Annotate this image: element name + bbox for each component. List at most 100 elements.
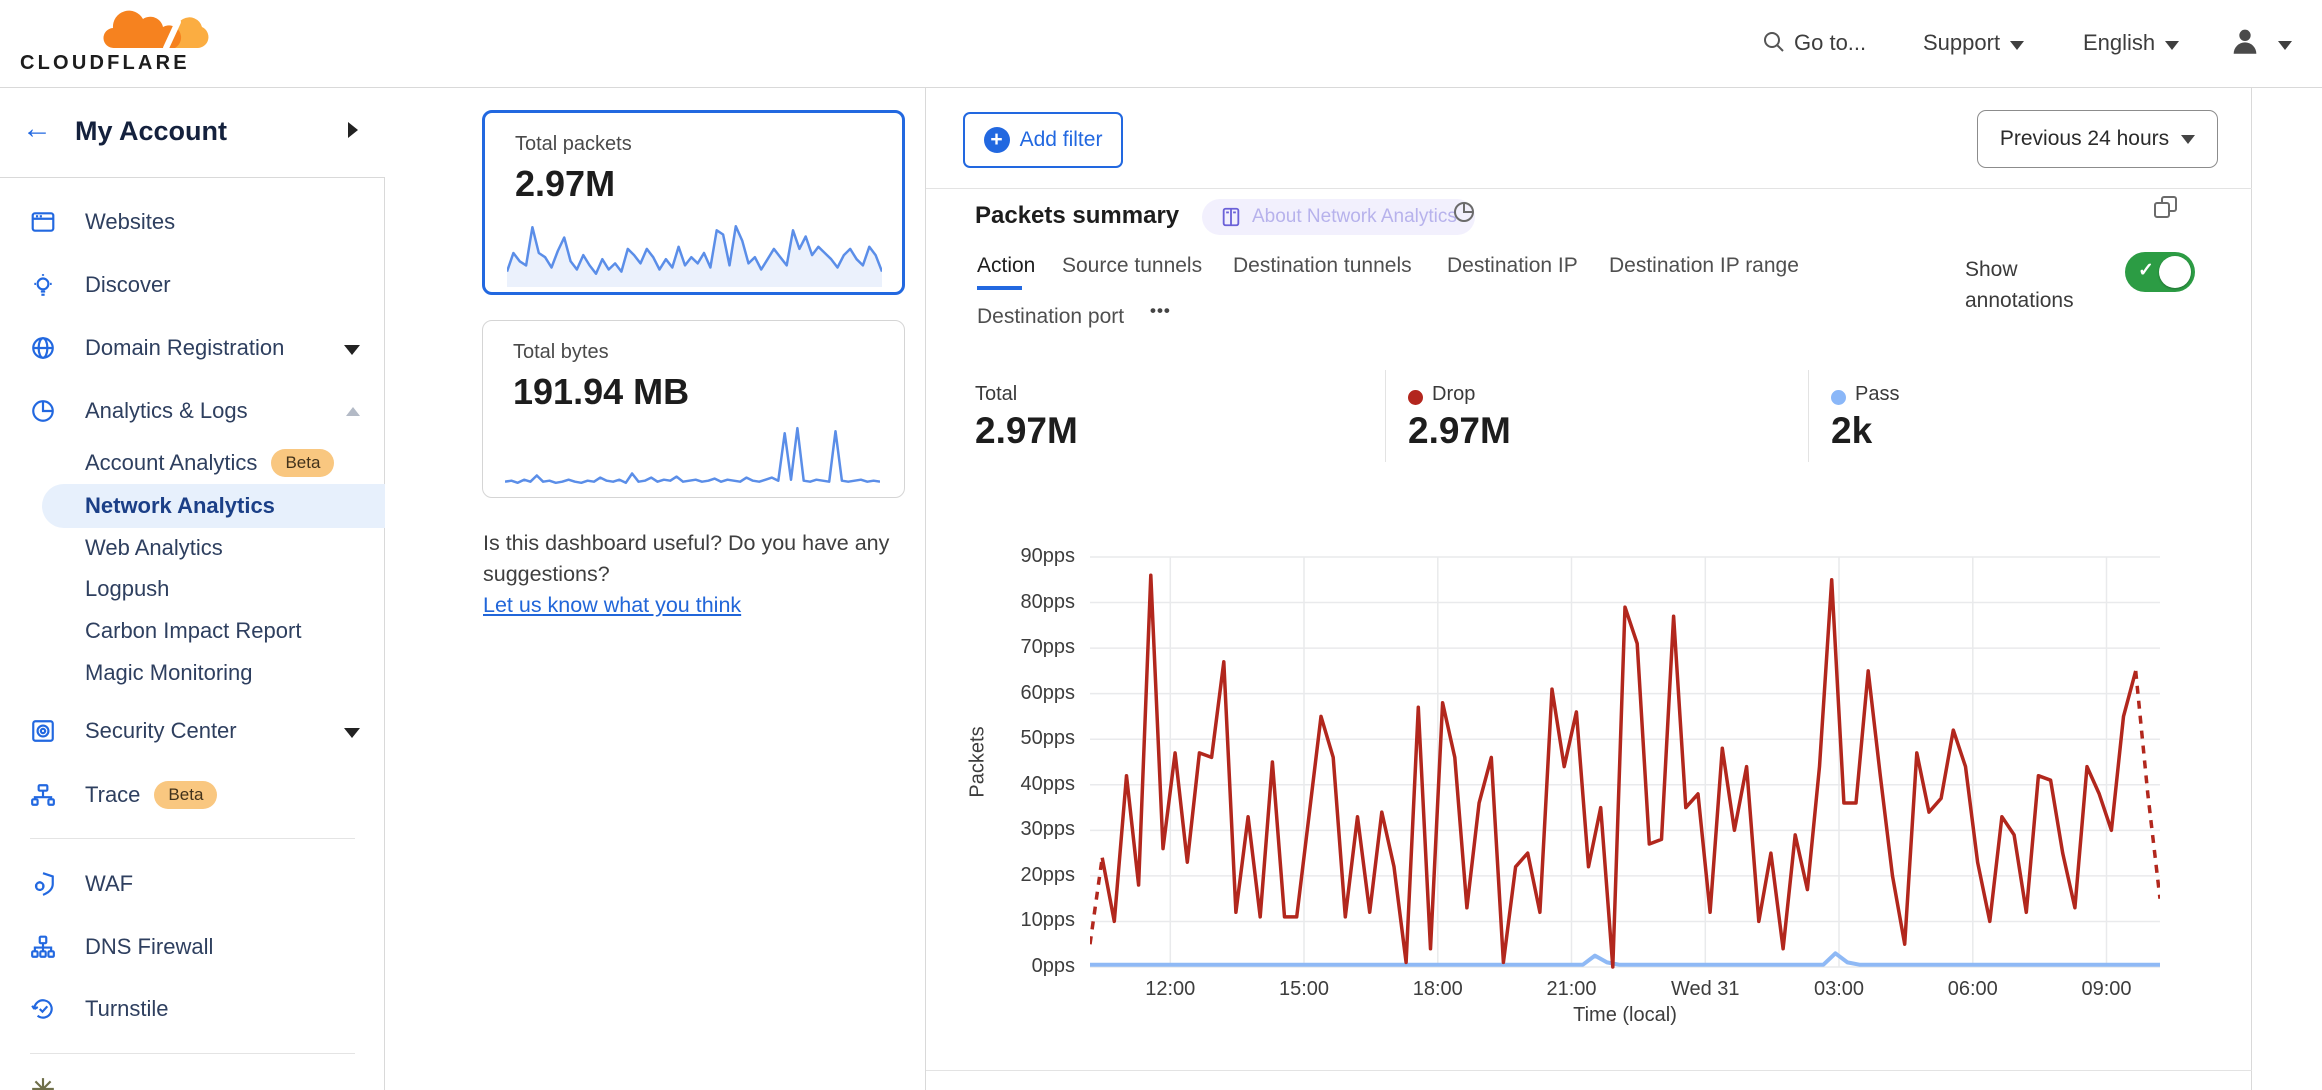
sidebar-item-account-analytics[interactable]: Account Analytics Beta: [0, 441, 385, 485]
sidebar-item-network-analytics[interactable]: Network Analytics: [42, 484, 385, 528]
goto-label: Go to...: [1794, 30, 1867, 55]
sidebar-item-web-analytics[interactable]: Web Analytics: [0, 526, 385, 570]
sidebar-item-websites[interactable]: Websites: [0, 200, 385, 244]
y-tick: 50pps: [1020, 727, 1076, 750]
tab-source-tunnels[interactable]: Source tunnels: [1062, 254, 1203, 277]
y-tick: 10pps: [1020, 909, 1076, 932]
drop-series-dot: [1408, 390, 1423, 405]
active-tab-underline: [977, 286, 1022, 290]
sidebar-item-label: Discover: [85, 272, 171, 297]
y-tick: 60pps: [1020, 681, 1076, 704]
show-annotations-toggle[interactable]: ✓: [2125, 252, 2195, 292]
tab-destination-tunnels[interactable]: Destination tunnels: [1233, 254, 1412, 277]
lightbulb-icon: [34, 274, 52, 296]
sidebar-item-label: Websites: [85, 209, 176, 234]
stat-pass-label: Pass: [1855, 383, 1900, 405]
x-tick: 12:00: [1145, 978, 1196, 1000]
feedback-link[interactable]: Let us know what you think: [483, 593, 742, 617]
goto-search[interactable]: Go to...: [1762, 30, 1866, 56]
back-arrow-icon[interactable]: ←: [22, 112, 52, 145]
sidebar-item-label: DNS Firewall: [85, 934, 214, 959]
tab-destination-ip[interactable]: Destination IP: [1447, 254, 1578, 277]
stat-total-value: 2.97M: [975, 410, 1078, 451]
y-tick: 80pps: [1020, 590, 1076, 613]
y-tick: 0pps: [1031, 955, 1075, 977]
support-menu[interactable]: Support: [1923, 30, 2025, 56]
y-tick: 40pps: [1020, 772, 1076, 795]
sidebar-item-label: Turnstile: [85, 996, 169, 1021]
sidebar-item-carbon-impact-report[interactable]: Carbon Impact Report: [0, 609, 385, 653]
total-packets-card[interactable]: Total packets 2.97M: [482, 110, 905, 295]
beta-badge: Beta: [271, 449, 335, 477]
feedback-question: Is this dashboard useful? Do you have an…: [483, 531, 890, 586]
time-range-select[interactable]: Previous 24 hours: [1977, 110, 2218, 168]
plus-circle-icon: +: [983, 127, 1010, 153]
panel-bottom-divider: [926, 1070, 2252, 1071]
y-tick: 30pps: [1020, 818, 1076, 841]
add-filter-button[interactable]: + Add filter: [963, 112, 1123, 168]
sidebar-item-logpush[interactable]: Logpush: [0, 567, 385, 611]
stat-drop-label: Drop: [1432, 383, 1476, 405]
total-bytes-card[interactable]: Total bytes 191.94 MB: [482, 320, 905, 498]
sidebar-item-dns-firewall[interactable]: DNS Firewall: [0, 925, 385, 969]
total-packets-sparkline: [507, 224, 882, 287]
sidebar: [0, 88, 385, 1090]
more-tabs-button[interactable]: •••: [1150, 301, 1171, 320]
sidebar-divider: [30, 1053, 355, 1054]
sidebar-item-security-center[interactable]: Security Center: [0, 709, 385, 753]
search-icon: [1764, 32, 1784, 52]
sidebar-item-label: Security Center: [85, 718, 237, 743]
cloudflare-logo[interactable]: CLOUDFLARE: [20, 4, 209, 84]
chevron-up-icon: [346, 407, 360, 416]
sidebar-partial-item-icon: [30, 1076, 56, 1090]
account-menu[interactable]: [2228, 24, 2292, 58]
card-title: Total packets: [515, 133, 632, 155]
sidebar-item-discover[interactable]: Discover: [0, 263, 385, 307]
tab-action[interactable]: Action: [977, 254, 1036, 277]
stat-drop-value: 2.97M: [1408, 410, 1511, 451]
x-tick: 15:00: [1278, 978, 1330, 1000]
chevron-down-icon: [2010, 41, 2025, 50]
globe-icon: [32, 337, 54, 359]
y-tick: 70pps: [1020, 636, 1076, 659]
sidebar-item-label: Carbon Impact Report: [85, 618, 302, 643]
duplicate-expand-icon[interactable]: [2152, 193, 2180, 221]
sidebar-item-label: Magic Monitoring: [85, 660, 253, 685]
tab-destination-ip-range[interactable]: Destination IP range: [1609, 254, 1799, 277]
sidebar-divider: [30, 838, 355, 839]
trace-flow-icon: [31, 784, 55, 806]
sidebar-item-turnstile[interactable]: Turnstile: [0, 987, 385, 1031]
sidebar-item-analytics-logs[interactable]: Analytics & Logs: [0, 389, 385, 433]
check-icon: ✓: [2138, 260, 2154, 281]
show-annotations-label: Show annotations: [1965, 258, 2074, 312]
chevron-down-icon: [344, 345, 360, 355]
y-tick: 20pps: [1020, 863, 1076, 886]
sidebar-item-label: Network Analytics: [85, 493, 275, 518]
chevron-down-icon: [2181, 134, 2196, 144]
sidebar-item-waf[interactable]: WAF: [0, 862, 385, 906]
sidebar-item-label: WAF: [85, 871, 134, 896]
shield-gear-icon: [34, 872, 54, 896]
sidebar-item-trace[interactable]: Trace Beta: [0, 773, 385, 817]
sidebar-item-magic-monitoring[interactable]: Magic Monitoring: [0, 651, 385, 695]
pie-chart-icon[interactable]: [1452, 200, 1476, 224]
pass-series-dot: [1831, 390, 1846, 405]
sidebar-item-domain-registration[interactable]: Domain Registration: [0, 326, 385, 370]
packets-line-chart: [1090, 556, 2160, 969]
x-tick: 06:00: [1947, 978, 1998, 1000]
x-axis-label: Time (local): [1573, 1004, 1677, 1026]
card-value: 191.94 MB: [513, 371, 690, 412]
tab-destination-port[interactable]: Destination port: [977, 305, 1125, 328]
beta-badge: Beta: [154, 781, 218, 809]
book-icon: [1222, 207, 1240, 227]
stat-pass-value: 2k: [1831, 410, 1873, 451]
sidebar-item-label: Account Analytics: [85, 450, 258, 475]
about-network-analytics-badge[interactable]: About Network Analytics: [1202, 199, 1475, 235]
main-panel: [925, 88, 2252, 1090]
chevron-down-icon: [344, 728, 360, 738]
language-menu[interactable]: English: [2083, 30, 2180, 56]
support-label: Support: [1923, 30, 2001, 55]
chevron-right-icon[interactable]: [348, 122, 358, 138]
sidebar-item-label: Trace: [85, 782, 141, 807]
